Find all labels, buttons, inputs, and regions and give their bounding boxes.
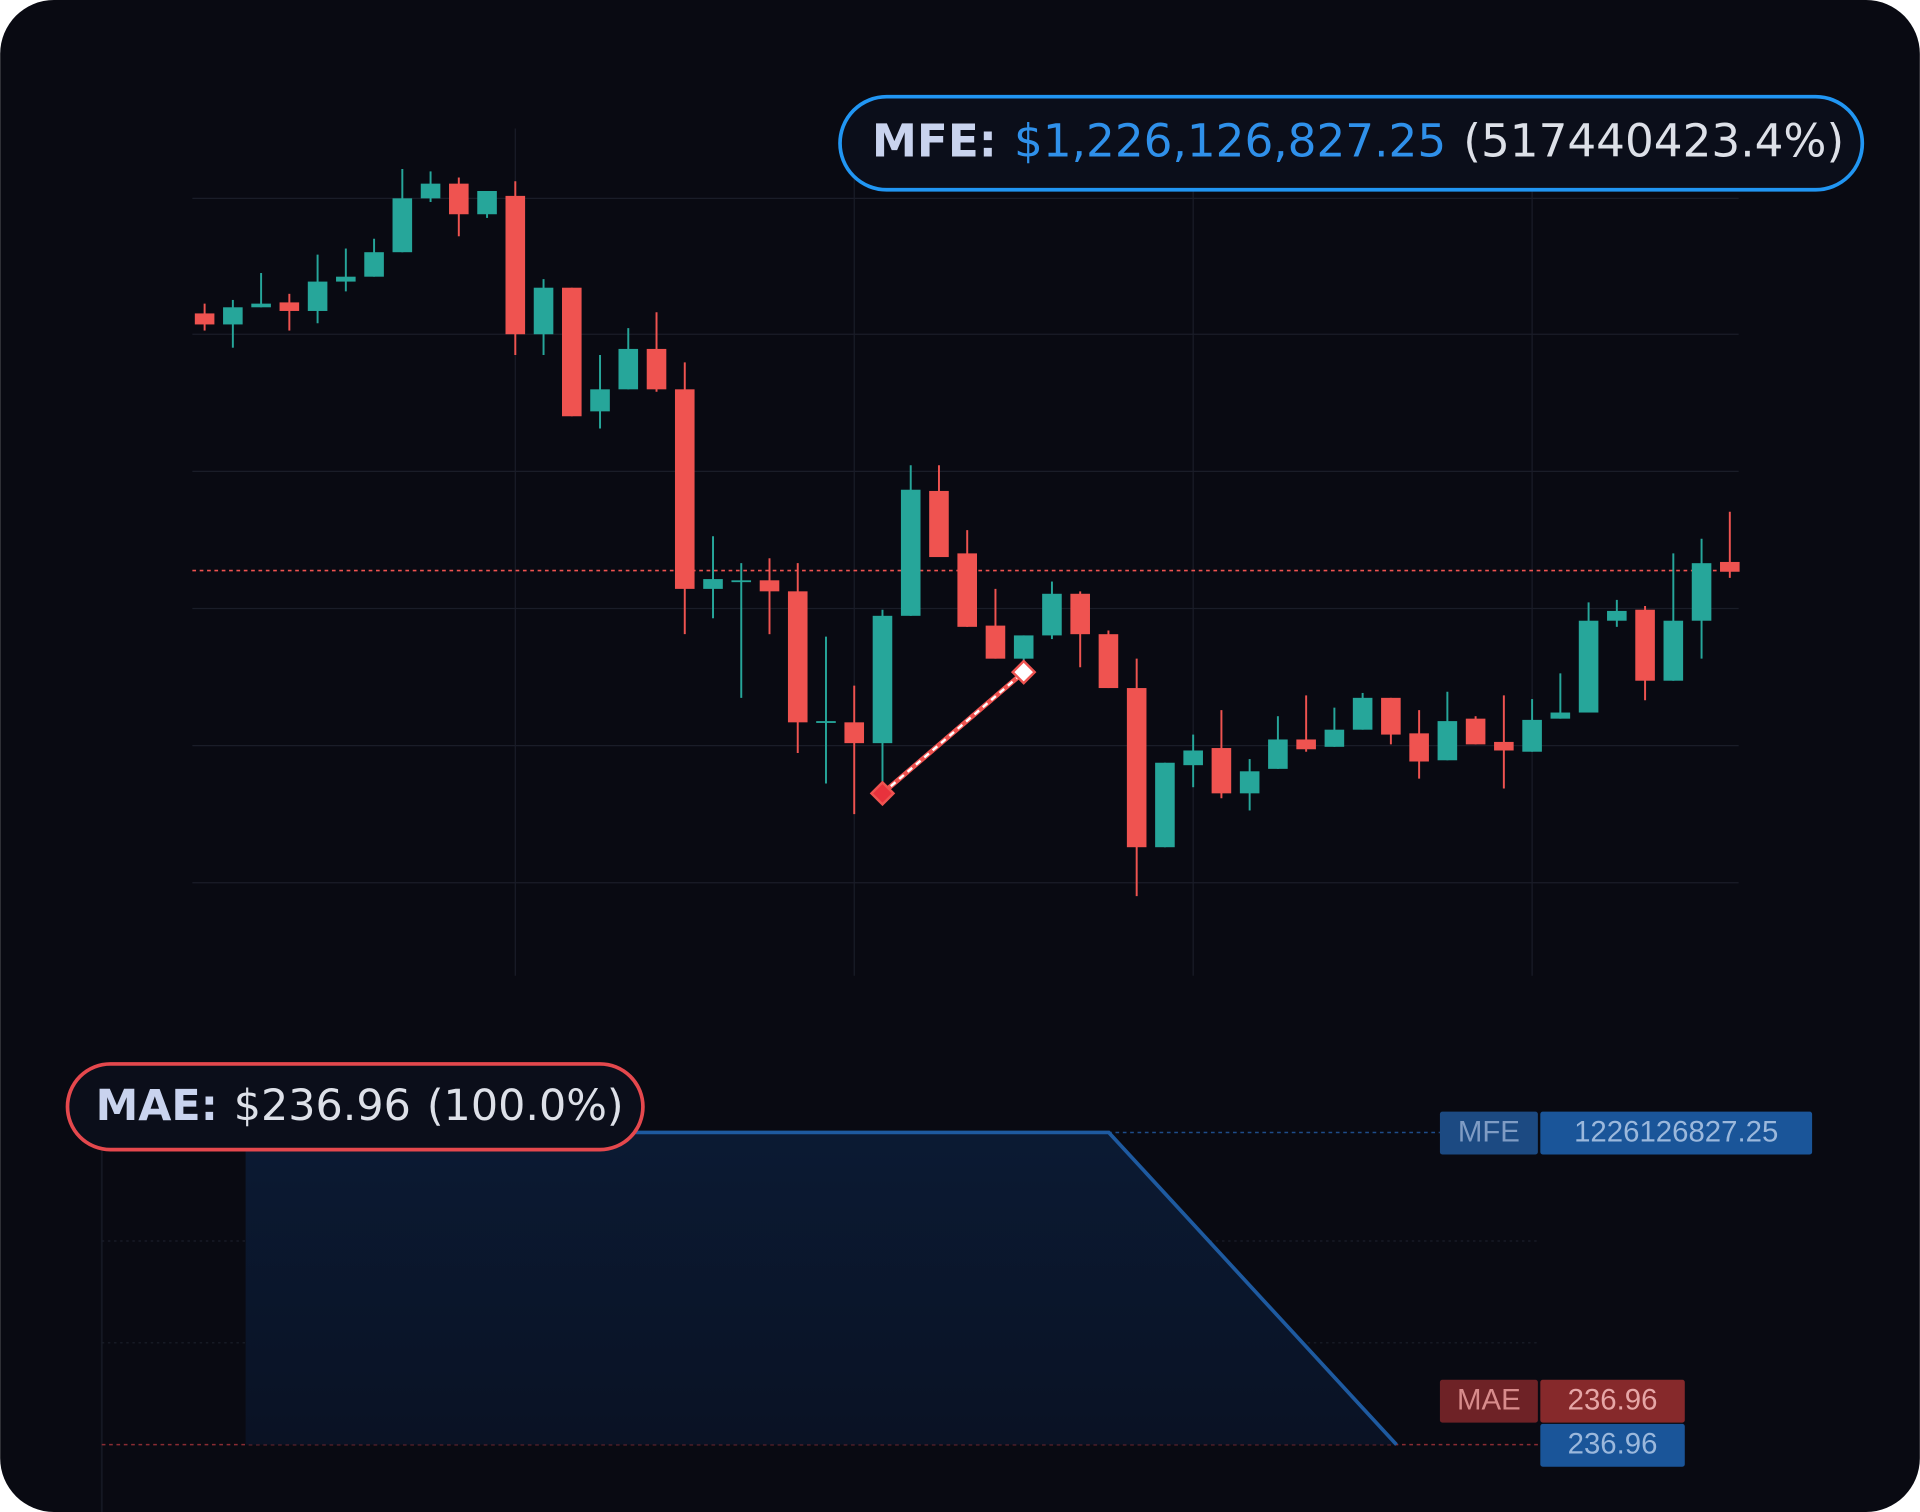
candle-body [872,615,893,744]
mfe-badge [838,94,1865,192]
candle-body [307,281,328,311]
candle-body [1070,593,1090,635]
candle-body [1691,563,1712,621]
candle-body [731,580,752,583]
candle-body [618,348,639,390]
mfe-tag [1439,1111,1538,1155]
candle-body [1635,609,1655,681]
candle-body [477,190,497,215]
mfe-tag-name: MFE [1458,1115,1520,1148]
candle-body [505,195,526,335]
candle-body [279,302,300,311]
last-value-tag [1540,1423,1685,1467]
candle-body [985,625,1006,659]
candle-body [1663,620,1684,681]
candle-body [336,276,356,282]
candle-body [1550,712,1571,719]
badge-percent: (517440423.4%) [1463,114,1844,167]
candle-body [1494,741,1514,751]
last-value-text: 236.96 [1568,1428,1658,1461]
candle-body [1522,719,1542,752]
candle-body [957,553,978,627]
candle-body [590,389,610,412]
trade-marker [1010,659,1037,685]
trade-line [881,671,1025,795]
candle-body [1211,748,1232,794]
mae-tag [1439,1379,1538,1423]
candle-body [251,303,271,308]
candle-body [1324,729,1345,747]
mae-tag-name: MAE [1457,1384,1521,1417]
candle-body [844,722,865,744]
candle-body [1465,718,1486,745]
mae-value-text: 236.96 [1568,1384,1658,1417]
candle-body [392,198,413,253]
mfe-value-text: 1226126827.25 [1574,1115,1778,1148]
candle-body [1578,620,1599,713]
candle-body [1381,697,1401,735]
candle-body [1409,733,1429,762]
mae-badge [65,1062,645,1152]
candle-body [1268,739,1288,769]
candle-body [1607,610,1627,621]
candle-body [533,287,554,335]
candle-body [1352,697,1373,730]
candle-body [1155,762,1175,848]
candle-body [929,490,949,558]
candle-body [194,313,215,325]
candle-body [1183,750,1203,766]
mfe-value-tag [1540,1111,1813,1155]
candle-body [674,389,695,589]
badge-value: $236.96 [234,1080,411,1130]
badge-label: MAE: [96,1080,218,1130]
candle-body [816,721,836,723]
mae-badge-text: MAE: $236.96 (100.0%) [96,1080,624,1130]
candle-body [449,183,469,215]
badge-value: $1,226,126,827.25 [1014,114,1446,167]
candle-body [1126,688,1147,848]
candle-body [900,489,921,616]
candle-body [1013,635,1034,659]
candle-body [1239,771,1260,794]
trade-marker [869,780,896,807]
candle-body [1437,721,1458,761]
candle-body [1042,593,1062,636]
candle-body [759,580,780,592]
candle-body [787,591,808,723]
candle-body [703,579,723,589]
badge-label: MFE: [872,114,997,167]
candle-body [420,183,441,199]
mae-value-tag [1540,1379,1685,1423]
candle-body [1720,561,1740,572]
candle-body [561,287,582,417]
area-fill [245,1132,1397,1445]
badge-percent: (100.0%) [427,1080,624,1130]
mfe-badge-text: MFE: $1,226,126,827.25 (517440423.4%) [872,114,1844,167]
candle-body [1098,634,1119,689]
candle-body [646,348,667,390]
candle-body [1296,739,1316,750]
candle-body [364,252,384,277]
candle-body [223,307,243,325]
